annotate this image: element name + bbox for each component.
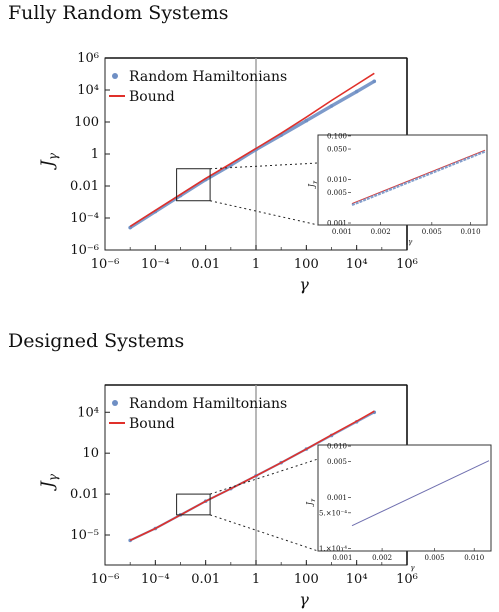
zoom-connector-bottom xyxy=(209,514,319,552)
y-axis-label: Jγ xyxy=(38,152,60,170)
legend-label-random-hamiltonians: Random Hamiltonians xyxy=(129,396,287,412)
inset-y-tick-label: 0.100 xyxy=(327,132,347,140)
zoom-connector-top xyxy=(210,162,319,170)
zoom-box xyxy=(176,493,211,516)
inset-y-tick-label: 0.010 xyxy=(327,176,347,184)
chart-panel-2: 10⁻⁶ 10⁻⁴ 0.01 1 100 10⁴ 10⁶ 10⁻⁵ 0.01 10 10⁴ γ Jγ Ra… xyxy=(38,384,492,609)
panel-2-title: Designed Systems xyxy=(8,330,185,352)
zoom-connector-top xyxy=(209,458,319,495)
zoom-connector-bottom xyxy=(209,200,319,226)
x-axis-label: γ xyxy=(299,275,309,294)
y-tick-label: 10⁻⁵ xyxy=(70,528,99,543)
data-point xyxy=(372,79,377,84)
y-tick-label: 1 xyxy=(91,147,99,162)
y-tick-label: 0.01 xyxy=(70,179,99,194)
legend-marker-random-hamiltonians xyxy=(112,400,118,406)
inset-y-tick-label: 0.005 xyxy=(327,458,347,466)
inset-y-tick-label: 0.050 xyxy=(327,146,347,154)
inset-frame xyxy=(317,134,488,226)
y-tick-label: 0.01 xyxy=(70,487,99,502)
legend-label-bound: Bound xyxy=(129,416,175,432)
inset-bound-line xyxy=(351,149,486,205)
data-point xyxy=(354,89,359,94)
inset-x-tick-label: 0.002 xyxy=(372,554,392,562)
x-tick-label: 1 xyxy=(252,572,260,587)
data-point xyxy=(329,104,334,108)
x-tick-label: 10⁻⁶ xyxy=(91,572,120,587)
y-tick-label: 10⁻⁶ xyxy=(70,243,99,258)
x-tick-label: 10⁻⁴ xyxy=(141,572,170,587)
x-tick-label: 10⁴ xyxy=(346,257,368,272)
x-tick-label: 10⁶ xyxy=(396,572,418,587)
inset-y-tick-label: 5.×10⁻⁴ xyxy=(319,509,347,517)
zoom-box xyxy=(176,168,211,202)
bound-line xyxy=(129,410,375,542)
inset-overlap-line xyxy=(351,460,490,527)
inset-frame xyxy=(317,444,492,552)
x-tick-label: 10⁻⁴ xyxy=(141,257,170,272)
series-bound xyxy=(129,72,375,228)
y-tick-label: 100 xyxy=(74,115,99,130)
x-tick-label: 1 xyxy=(252,257,260,272)
x-tick-label: 10⁻⁶ xyxy=(91,257,120,272)
inset-x-tick-label: 0.001 xyxy=(332,228,352,236)
inset-y-tick-label: 1.×10⁻⁴ xyxy=(319,545,347,553)
x-tick-label: 0.01 xyxy=(191,257,220,272)
inset-y-tick-label: 0.010 xyxy=(327,443,347,451)
y-tick-label: 10⁴ xyxy=(77,405,99,420)
series-bound xyxy=(129,410,375,542)
x-tick-label: 10⁴ xyxy=(346,572,368,587)
data-point xyxy=(304,118,309,123)
panel-1-title: Fully Random Systems xyxy=(8,2,229,24)
y-tick-label: 10 xyxy=(82,446,99,461)
inset-x-tick-label: 0.005 xyxy=(425,554,445,562)
inset-x-axis-label: γ xyxy=(410,564,415,572)
inset-y-tick-label: 0.001 xyxy=(327,494,347,502)
y-tick-label: 10⁻⁴ xyxy=(70,211,99,226)
legend-marker-random-hamiltonians xyxy=(112,73,118,79)
x-axis-label: γ xyxy=(299,590,309,609)
y-tick-label: 10⁶ xyxy=(77,51,99,66)
inset-x-tick-label: 0.010 xyxy=(461,228,481,236)
legend-label-random-hamiltonians: Random Hamiltonians xyxy=(129,69,287,85)
inset-y-tick-label: 0.001 xyxy=(327,220,347,228)
inset-y-axis-label: Jγ xyxy=(305,498,316,507)
chart-panel-1: 10⁻⁶ 10⁻⁴ 0.01 1 100 10⁴ 10⁶ 10⁻⁶ 10⁻⁴ 0.01 1 100 10… xyxy=(38,51,488,294)
legend-label-bound: Bound xyxy=(129,89,175,105)
inset-x-tick-label: 0.002 xyxy=(371,228,391,236)
bound-line xyxy=(129,72,375,228)
x-tick-label: 0.01 xyxy=(191,572,220,587)
inset-panel: 0.001 0.002 0.005 0.010 γ 1.×10⁻⁴ 5.×10⁻⁴ 0.001… xyxy=(305,443,492,572)
inset-x-tick-label: 0.010 xyxy=(464,554,484,562)
x-tick-label: 100 xyxy=(294,572,319,587)
y-tick-label: 10⁴ xyxy=(77,83,99,98)
inset-x-axis-label: γ xyxy=(408,238,413,246)
inset-panel: 0.001 0.002 0.005 0.010 γ 0.001 0.005 0.010 0.05… xyxy=(307,132,488,246)
x-tick-label: 100 xyxy=(294,257,319,272)
inset-x-tick-label: 0.001 xyxy=(332,554,352,562)
inset-y-axis-label: Jγ xyxy=(307,180,318,189)
y-axis-label: Jγ xyxy=(38,473,60,491)
x-tick-label: 10⁶ xyxy=(396,257,418,272)
inset-y-tick-label: 0.005 xyxy=(327,189,347,197)
inset-x-tick-label: 0.005 xyxy=(422,228,442,236)
